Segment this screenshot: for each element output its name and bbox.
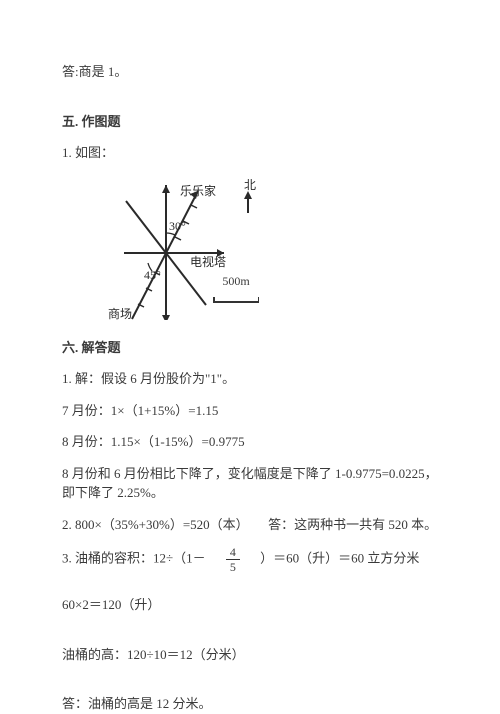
q5-1: 1. 如图： <box>62 143 440 163</box>
diagram: 北 乐乐家 电视塔 商场 30° 45° 500m <box>78 175 263 320</box>
frac-den: 5 <box>226 560 240 573</box>
frac-num: 4 <box>226 546 240 560</box>
label-tvtower: 电视塔 <box>190 254 226 269</box>
q6-2: 2. 800×（35%+30%）=520（本） 答：这两种书一共有 520 本。 <box>62 515 440 535</box>
q6-1-l1: 1. 解：假设 6 月份股价为"1"。 <box>62 369 440 389</box>
label-angle30: 30° <box>169 219 186 233</box>
answer-line-pre: 答:商是 1。 <box>62 62 440 82</box>
q6-3-pre: 3. 油桶的容积：12÷（1－ <box>62 550 219 565</box>
q6-la: 60×2＝120（升） <box>62 595 440 615</box>
q6-1-l2: 7 月份：1×（1+15%）=1.15 <box>62 401 440 421</box>
section-5-title: 五. 作图题 <box>62 112 440 132</box>
fraction: 4 5 <box>226 546 240 573</box>
label-angle45: 45° <box>144 268 161 282</box>
q6-3: 3. 油桶的容积：12÷（1－ 4 5 ）＝60（升）＝60 立方分米 <box>62 546 440 573</box>
section-6-title: 六. 解答题 <box>62 338 440 358</box>
q6-1-l4: 8 月份和 6 月份相比下降了，变化幅度是下降了 1-0.9775=0.0225… <box>62 464 440 503</box>
scale-bar: 500m <box>213 272 259 308</box>
label-mall: 商场 <box>108 306 132 320</box>
q6-lb: 油桶的高：120÷10＝12（分米） <box>62 645 440 665</box>
label-north: 北 <box>244 178 256 192</box>
q6-lc: 答：油桶的高是 12 分米。 <box>62 694 440 714</box>
q6-3-post: ）＝60（升）＝60 立方分米 <box>247 550 419 565</box>
label-lelejia: 乐乐家 <box>180 183 216 198</box>
q6-1-l3: 8 月份：1.15×（1-15%）=0.9775 <box>62 432 440 452</box>
scale-label: 500m <box>222 274 249 288</box>
